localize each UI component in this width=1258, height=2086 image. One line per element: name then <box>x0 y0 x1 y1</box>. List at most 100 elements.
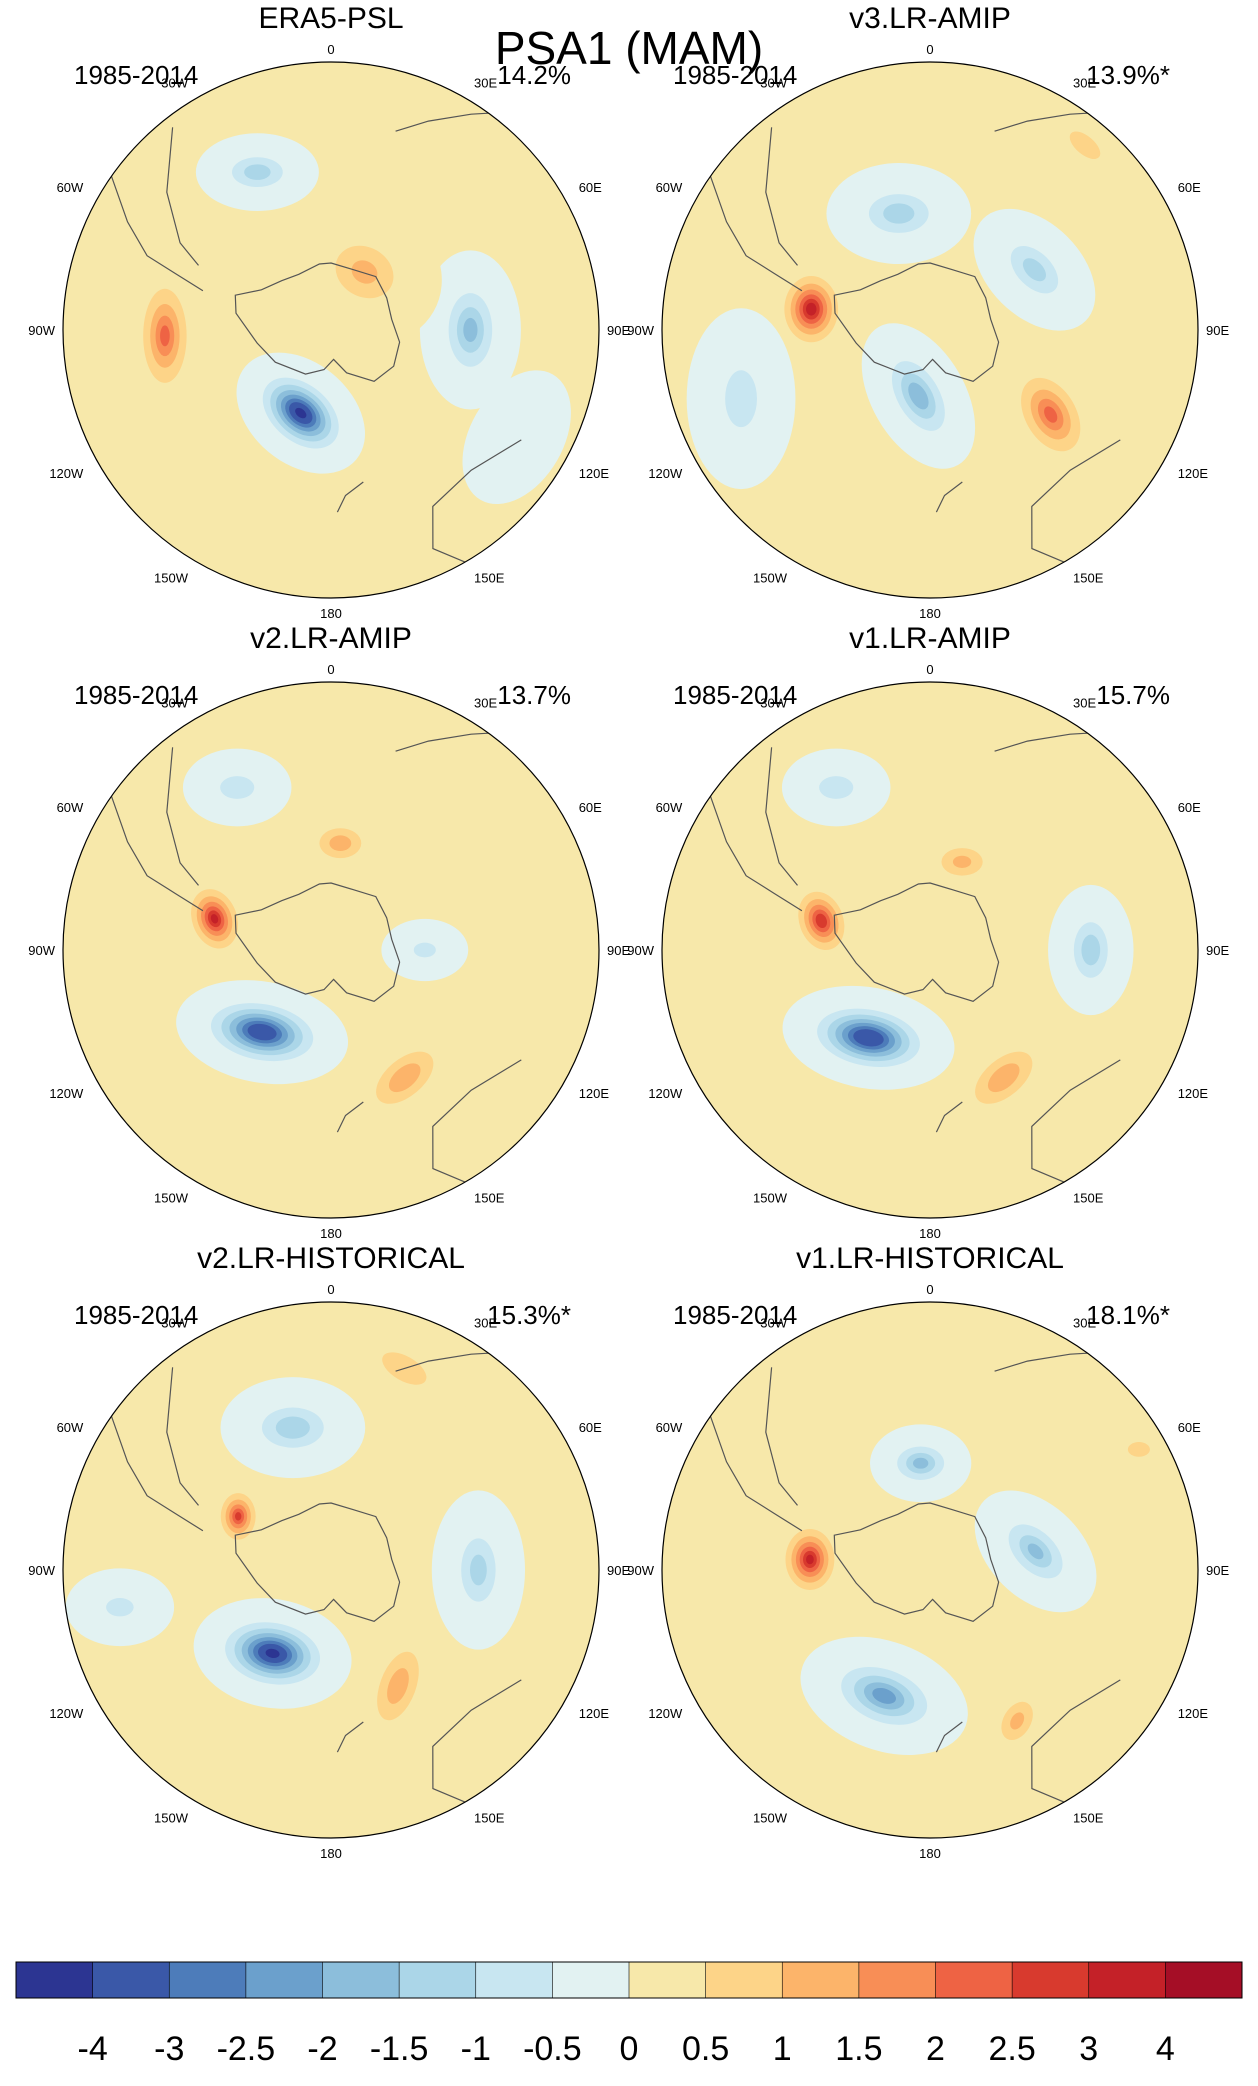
colorbar-label: -1.5 <box>370 2030 429 2068</box>
colorbar-segment <box>399 1962 477 1998</box>
contour-fill <box>1044 406 1058 423</box>
contour-fill <box>1127 1442 1150 1457</box>
anomaly-center <box>287 199 442 345</box>
panels: ERA5-PSL 1985-2014 14.2% 0 30E 60E 90E 120E 150E… <box>28 2 1229 1861</box>
new-zealand-coastline <box>336 1721 364 1753</box>
australia-coastline <box>1031 1059 1121 1183</box>
africa-coastline <box>994 732 1088 752</box>
longitude-label: 120W <box>648 466 683 481</box>
contour-fill <box>106 1598 134 1617</box>
contour-fill <box>819 776 854 799</box>
longitude-label: 90E <box>1206 1563 1229 1578</box>
longitude-label: 60W <box>57 180 84 195</box>
south-america-coastline <box>166 1367 199 1506</box>
map-field <box>662 62 1198 598</box>
anomaly-center <box>781 748 891 827</box>
colorbar-label: 1.5 <box>835 2030 882 2068</box>
variance-label: 14.2% <box>497 60 571 90</box>
coastlines <box>110 1352 522 1803</box>
contour-fill <box>265 1648 280 1659</box>
longitude-label: 90W <box>28 1563 55 1578</box>
longitude-label: 30E <box>474 695 497 710</box>
africa-coastline <box>994 112 1088 132</box>
longitude-label: 90E <box>1206 323 1229 338</box>
colorbar-label: 1 <box>773 2030 792 2068</box>
field-background <box>63 682 599 1218</box>
contour-fill <box>853 1029 884 1047</box>
longitude-label: 0 <box>327 662 334 677</box>
longitude-label: 120W <box>648 1706 683 1721</box>
longitude-label: 90W <box>28 323 55 338</box>
map-border <box>62 61 600 599</box>
colorbar-frame <box>15 1961 1243 1999</box>
antarctica-coastline <box>833 1502 1000 1622</box>
map-panel: v3.LR-AMIP 1985-2014 13.9%* 0 30E 60E 90E 120E 1… <box>627 2 1229 621</box>
south-america-coastline <box>110 796 204 912</box>
longitude-label: 120E <box>579 1086 610 1101</box>
map-border <box>62 681 600 1219</box>
contour-fill <box>413 942 436 958</box>
longitude-label: 60E <box>579 1420 602 1435</box>
longitude-label: 120W <box>49 1086 84 1101</box>
antarctica-coastline <box>833 262 1000 382</box>
contour-fill <box>987 1063 1020 1093</box>
longitude-label: 150W <box>154 1191 189 1206</box>
period-label: 1985-2014 <box>74 1300 198 1330</box>
longitude-label: 180 <box>320 606 342 621</box>
longitude-label: 90W <box>28 943 55 958</box>
coastlines <box>709 112 1121 563</box>
south-america-coastline <box>166 747 199 886</box>
anomaly-center <box>777 867 866 974</box>
anomaly-center <box>203 1472 274 1560</box>
colorbar-label: -0.5 <box>523 2030 582 2068</box>
anomaly-center <box>381 918 469 982</box>
south-america-coastline <box>110 1416 204 1532</box>
anomaly-center <box>462 370 571 505</box>
colorbar-segment <box>1165 1962 1243 1998</box>
south-america-coastline <box>765 747 798 886</box>
longitude-label: 0 <box>327 1282 334 1297</box>
africa-coastline <box>395 1352 489 1372</box>
variance-label: 18.1%* <box>1086 1300 1170 1330</box>
colorbar-label: -2.5 <box>217 2030 276 2068</box>
africa-coastline <box>395 732 489 752</box>
variance-label: 15.7% <box>1096 680 1170 710</box>
colorbar-segment <box>935 1962 1013 1998</box>
contour-fill <box>806 1554 814 1565</box>
longitude-label: 60E <box>579 180 602 195</box>
longitude-label: 180 <box>320 1226 342 1241</box>
longitude-label: 150W <box>753 1811 788 1826</box>
longitude-label: 30W <box>161 1315 188 1330</box>
anomaly-center <box>763 1505 857 1614</box>
longitude-label: 90E <box>607 323 630 338</box>
antarctica-coastline <box>234 882 401 1002</box>
variance-label: 13.7% <box>497 680 571 710</box>
longitude-label: 60E <box>1178 180 1201 195</box>
south-america-coastline <box>709 176 803 292</box>
contour-fill <box>913 1457 929 1469</box>
anomaly-center <box>800 1636 968 1756</box>
map-field <box>63 682 599 1218</box>
antarctica-coastline <box>234 1502 401 1622</box>
longitude-label: 30E <box>1073 1315 1096 1330</box>
colorbar: -4 -3 -2.5 -2 -1.5 -1 -0.5 0 0.5 1 1.5 2 2.5 3 4 <box>15 1961 1243 2068</box>
australia-coastline <box>432 1059 522 1183</box>
contour-fill <box>815 913 827 929</box>
colorbar-label: 0.5 <box>682 2030 729 2068</box>
longitude-label: 120W <box>49 1706 84 1721</box>
variance-label: 13.9%* <box>1086 60 1170 90</box>
australia-coastline <box>432 439 522 563</box>
anomaly-center <box>419 250 521 410</box>
new-zealand-coastline <box>935 1101 963 1133</box>
period-label: 1985-2014 <box>673 680 797 710</box>
longitude-label: 150E <box>474 1811 505 1826</box>
anomaly-center <box>1048 884 1134 1016</box>
longitude-label: 0 <box>926 42 933 57</box>
longitude-label: 60W <box>57 800 84 815</box>
map-field <box>662 682 1198 1218</box>
contour-fill <box>1081 934 1101 966</box>
longitude-label: 30E <box>1073 75 1096 90</box>
contour-fill <box>463 317 478 342</box>
contour-fill <box>160 325 170 347</box>
